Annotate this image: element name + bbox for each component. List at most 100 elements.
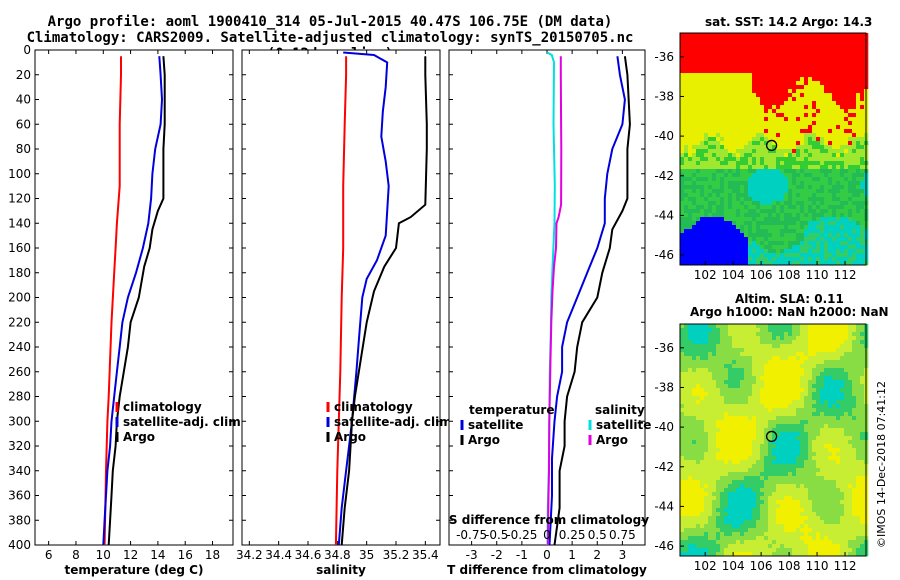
map-pixel: [740, 133, 745, 138]
map-pixel: [768, 340, 773, 345]
map-pixel: [680, 41, 685, 46]
map-pixel: [756, 205, 761, 210]
map-pixel: [752, 149, 757, 154]
map-pixel: [680, 324, 685, 329]
map-pixel: [684, 368, 689, 373]
map-pixel: [688, 424, 693, 429]
map-pixel: [808, 153, 813, 158]
map-pixel: [776, 253, 781, 258]
map-pixel: [840, 193, 845, 198]
map-pixel: [708, 53, 713, 58]
map-pixel: [860, 193, 865, 198]
map-pixel: [680, 233, 685, 238]
map-pixel: [772, 97, 777, 102]
map-pixel: [732, 177, 737, 182]
map-pixel: [836, 89, 841, 94]
map-pixel: [844, 400, 849, 405]
map-pixel: [736, 257, 741, 262]
map-pixel: [744, 133, 749, 138]
map-pixel: [732, 209, 737, 214]
map-pixel: [764, 193, 769, 198]
map-pixel: [808, 41, 813, 46]
map-pixel: [680, 344, 685, 349]
map-pixel: [752, 468, 757, 473]
map-pixel: [760, 61, 765, 66]
map-pixel: [720, 436, 725, 441]
map-pixel: [784, 201, 789, 206]
map-pixel: [748, 93, 753, 98]
map-pixel: [832, 181, 837, 186]
map-pixel: [760, 217, 765, 222]
map-pixel: [760, 400, 765, 405]
map-pixel: [848, 392, 853, 397]
map-pixel: [844, 324, 849, 329]
map-pixel: [680, 356, 685, 361]
map-pixel: [776, 416, 781, 421]
map-pixel: [772, 121, 777, 126]
map-pixel: [856, 432, 861, 437]
map-pixel: [804, 472, 809, 477]
map-pixel: [804, 488, 809, 493]
map-pixel: [812, 33, 817, 38]
map-pixel: [728, 460, 733, 465]
map-pixel: [760, 125, 765, 130]
map-pixel: [744, 452, 749, 457]
map-pixel: [852, 488, 857, 493]
map-pixel: [832, 396, 837, 401]
map-pixel: [700, 257, 705, 262]
map-pixel: [772, 408, 777, 413]
map-pixel: [704, 137, 709, 142]
map-pixel: [804, 153, 809, 158]
map-pixel: [764, 113, 769, 118]
map-pixel: [852, 161, 857, 166]
map-pixel: [792, 404, 797, 409]
map-ytick-label: -40: [654, 129, 674, 143]
map-pixel: [836, 137, 841, 142]
map-pixel: [680, 121, 685, 126]
map-pixel: [820, 85, 825, 90]
map-pixel: [812, 49, 817, 54]
map-pixel: [732, 137, 737, 142]
map-pixel: [752, 480, 757, 485]
map-pixel: [796, 37, 801, 42]
map-pixel: [820, 464, 825, 469]
map-pixel: [724, 45, 729, 50]
map-pixel: [856, 33, 861, 38]
map-pixel: [744, 209, 749, 214]
map-pixel: [788, 352, 793, 357]
map-pixel: [724, 193, 729, 198]
map-pixel: [776, 217, 781, 222]
map-pixel: [812, 384, 817, 389]
map-pixel: [700, 49, 705, 54]
map-pixel: [764, 149, 769, 154]
map-pixel: [732, 197, 737, 202]
xtick-label: 14: [150, 548, 165, 562]
map-pixel: [860, 185, 865, 190]
map-pixel: [788, 61, 793, 66]
map-pixel: [788, 201, 793, 206]
map-pixel: [724, 384, 729, 389]
map-pixel: [828, 237, 833, 242]
map-pixel: [820, 185, 825, 190]
map-pixel: [744, 396, 749, 401]
map-pixel: [680, 480, 685, 485]
map-pixel: [852, 408, 857, 413]
map-pixel: [688, 105, 693, 110]
map-pixel: [812, 173, 817, 178]
map-pixel: [820, 177, 825, 182]
map-pixel: [776, 133, 781, 138]
map-pixel: [852, 53, 857, 58]
map-pixel: [836, 484, 841, 489]
map-pixel: [800, 324, 805, 329]
map-pixel: [740, 448, 745, 453]
map-pixel: [796, 468, 801, 473]
map-pixel: [708, 356, 713, 361]
map-pixel: [700, 348, 705, 353]
map-pixel: [772, 37, 777, 42]
map-pixel: [844, 380, 849, 385]
map-pixel: [756, 233, 761, 238]
map-pixel: [804, 197, 809, 202]
map-pixel: [740, 109, 745, 114]
map-pixel: [744, 372, 749, 377]
map-pixel: [736, 384, 741, 389]
